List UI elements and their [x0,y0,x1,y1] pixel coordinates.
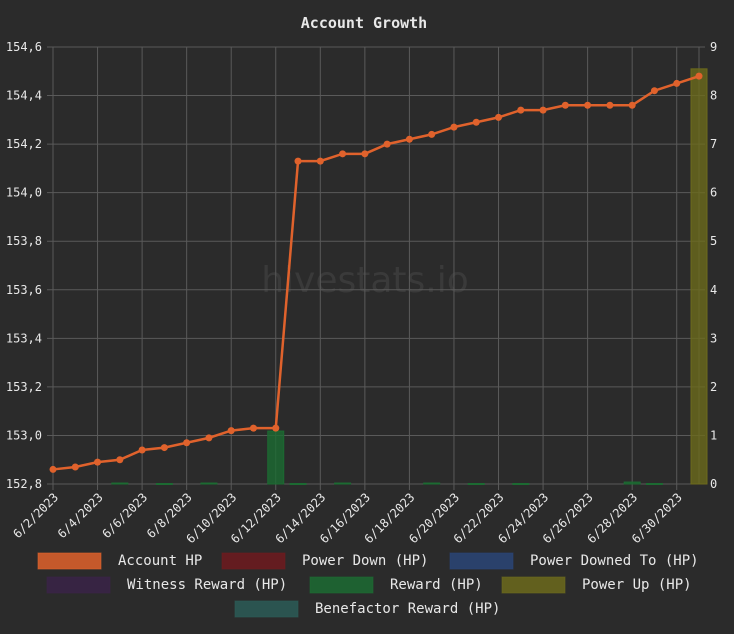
y-tick-label: 152,8 [6,477,42,491]
legend-swatch [501,576,566,594]
y-tick-label: 153,4 [6,331,42,345]
bar [111,482,129,485]
y2-tick-label: 9 [710,40,717,54]
bar [267,430,285,485]
y-tick-label: 153,2 [6,380,42,394]
y-tick-label: 153,8 [6,234,42,248]
bar [155,483,173,486]
legend-swatch [46,576,111,594]
bar [467,483,485,486]
bar [200,482,218,485]
legend-label: Power Up (HP) [582,577,692,593]
point [71,463,79,471]
legend-label: Account HP [118,553,202,569]
y2-tick-label: 2 [710,380,717,394]
point [495,113,503,121]
y2-tick-label: 1 [710,428,717,442]
point [339,150,347,158]
legend-label: Power Down (HP) [302,553,428,569]
legend-label: Power Downed To (HP) [530,553,699,569]
chart-title: Account Growth [301,14,427,32]
legend-swatch [37,552,102,570]
bar [334,482,352,485]
legend-label: Witness Reward (HP) [127,577,287,593]
point [383,140,391,148]
bar [645,483,663,486]
point [428,130,436,138]
bar [512,483,530,486]
y-tick-label: 154,2 [6,137,42,151]
point [561,101,569,109]
y-tick-label: 154,6 [6,40,42,54]
legend-label: Reward (HP) [390,577,483,593]
y2-tick-label: 3 [710,331,717,345]
y2-tick-label: 8 [710,89,717,103]
y2-tick-label: 7 [710,137,717,151]
y-tick-label: 154,0 [6,186,42,200]
line [52,74,700,471]
legend-swatch [309,576,374,594]
y-tick-label: 153,6 [6,283,42,297]
y2-tick-label: 4 [710,283,717,297]
point [94,458,102,466]
y-tick-label: 154,4 [6,89,42,103]
y2-tick-label: 5 [710,234,717,248]
point [517,106,525,114]
point [249,424,257,432]
point [405,135,413,143]
point [138,446,146,454]
legend-swatch [449,552,514,570]
legend-label: Benefactor Reward (HP) [315,601,500,617]
point [116,456,124,464]
point [539,106,547,114]
point [49,465,57,473]
point [673,79,681,87]
point [628,101,636,109]
point [584,101,592,109]
point [361,150,369,158]
y2-tick-label: 0 [710,477,717,491]
legend-swatch [221,552,286,570]
point [205,434,213,442]
bar [289,483,307,486]
y-tick-label: 153,0 [6,428,42,442]
point [272,424,280,432]
bar [423,482,441,485]
point [695,72,703,80]
bar [690,68,708,485]
legend-swatch [234,600,299,618]
point [160,444,168,452]
point [606,101,614,109]
point [450,123,458,131]
point [294,157,302,165]
bar [623,481,641,485]
point [650,87,658,95]
point [472,118,480,126]
y2-tick-label: 6 [710,186,717,200]
point [316,157,324,165]
point [227,427,235,435]
point [183,439,191,447]
